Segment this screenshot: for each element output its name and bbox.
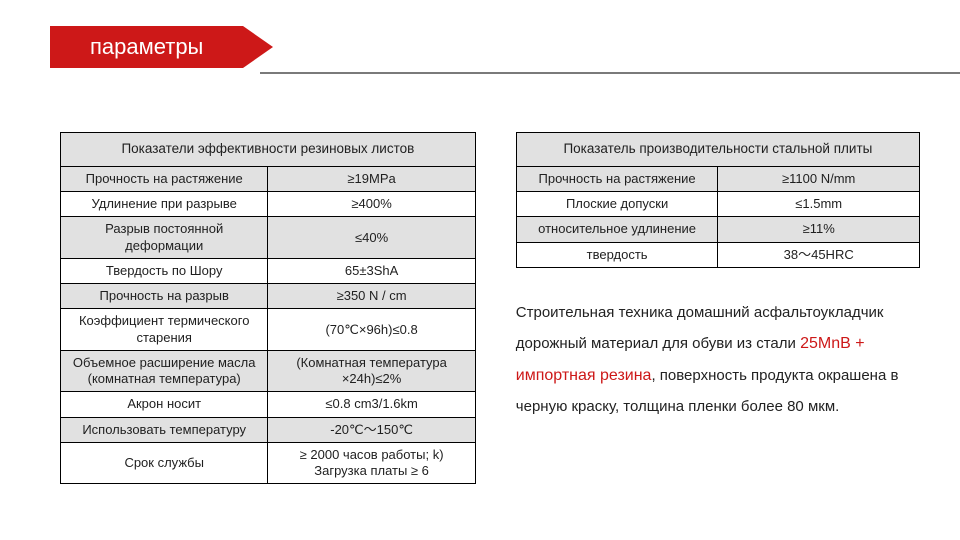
table-row-value: ≥ 2000 часов работы; k) Загрузка платы ≥…	[268, 442, 475, 484]
table-row-label: Использовать температуру	[61, 417, 268, 442]
steel-plate-table: Показатель производительности стальной п…	[516, 132, 920, 268]
table-row-value: ≥1100 N/mm	[718, 166, 920, 191]
table-row-value: ≤1.5mm	[718, 192, 920, 217]
table-row-label: Разрыв постоянной деформации	[61, 217, 268, 259]
description-text: Строительная техника домашний асфальтоук…	[516, 298, 920, 422]
table-row-label: Прочность на растяжение	[516, 166, 718, 191]
table-row-label: относительное удлинение	[516, 217, 718, 242]
table-row-label: Твердость по Шору	[61, 258, 268, 283]
left-column: Показатели эффективности резиновых листо…	[60, 132, 476, 484]
table-row-value: ≤0.8 cm3/1.6km	[268, 392, 475, 417]
divider-line	[260, 72, 960, 74]
table-row-value: 38～45HRC	[718, 242, 920, 267]
table-row-label: Коэффициент термического старения	[61, 309, 268, 351]
table-row-value: -20℃～150℃	[268, 417, 475, 442]
content-area: Показатели эффективности резиновых листо…	[60, 132, 920, 484]
table-row-value: ≤40%	[268, 217, 475, 259]
table-row-label: Плоские допуски	[516, 192, 718, 217]
table-row-value: (70℃×96h)≤0.8	[268, 309, 475, 351]
table-row-label: Объемное расширение масла (комнатная тем…	[61, 350, 268, 392]
table-row-value: ≥350 N / cm	[268, 284, 475, 309]
section-title: параметры	[50, 26, 243, 68]
table-row-label: Акрон носит	[61, 392, 268, 417]
table-row-label: Прочность на растяжение	[61, 166, 268, 191]
table-row-label: Прочность на разрыв	[61, 284, 268, 309]
table-row-label: Удлинение при разрыве	[61, 192, 268, 217]
table-row-value: ≥11%	[718, 217, 920, 242]
table-row-value: (Комнатная температура ×24h)≤2%	[268, 350, 475, 392]
header-banner: параметры	[0, 26, 960, 68]
table-row-value: 65±3ShA	[268, 258, 475, 283]
table-row-value: ≥19MPa	[268, 166, 475, 191]
table-header: Показатель производительности стальной п…	[516, 133, 919, 167]
rubber-sheet-table: Показатели эффективности резиновых листо…	[60, 132, 476, 484]
table-header: Показатели эффективности резиновых листо…	[61, 133, 476, 167]
table-row-value: ≥400%	[268, 192, 475, 217]
table-row-label: твердость	[516, 242, 718, 267]
table-row-label: Срок службы	[61, 442, 268, 484]
right-column: Показатель производительности стальной п…	[516, 132, 920, 484]
